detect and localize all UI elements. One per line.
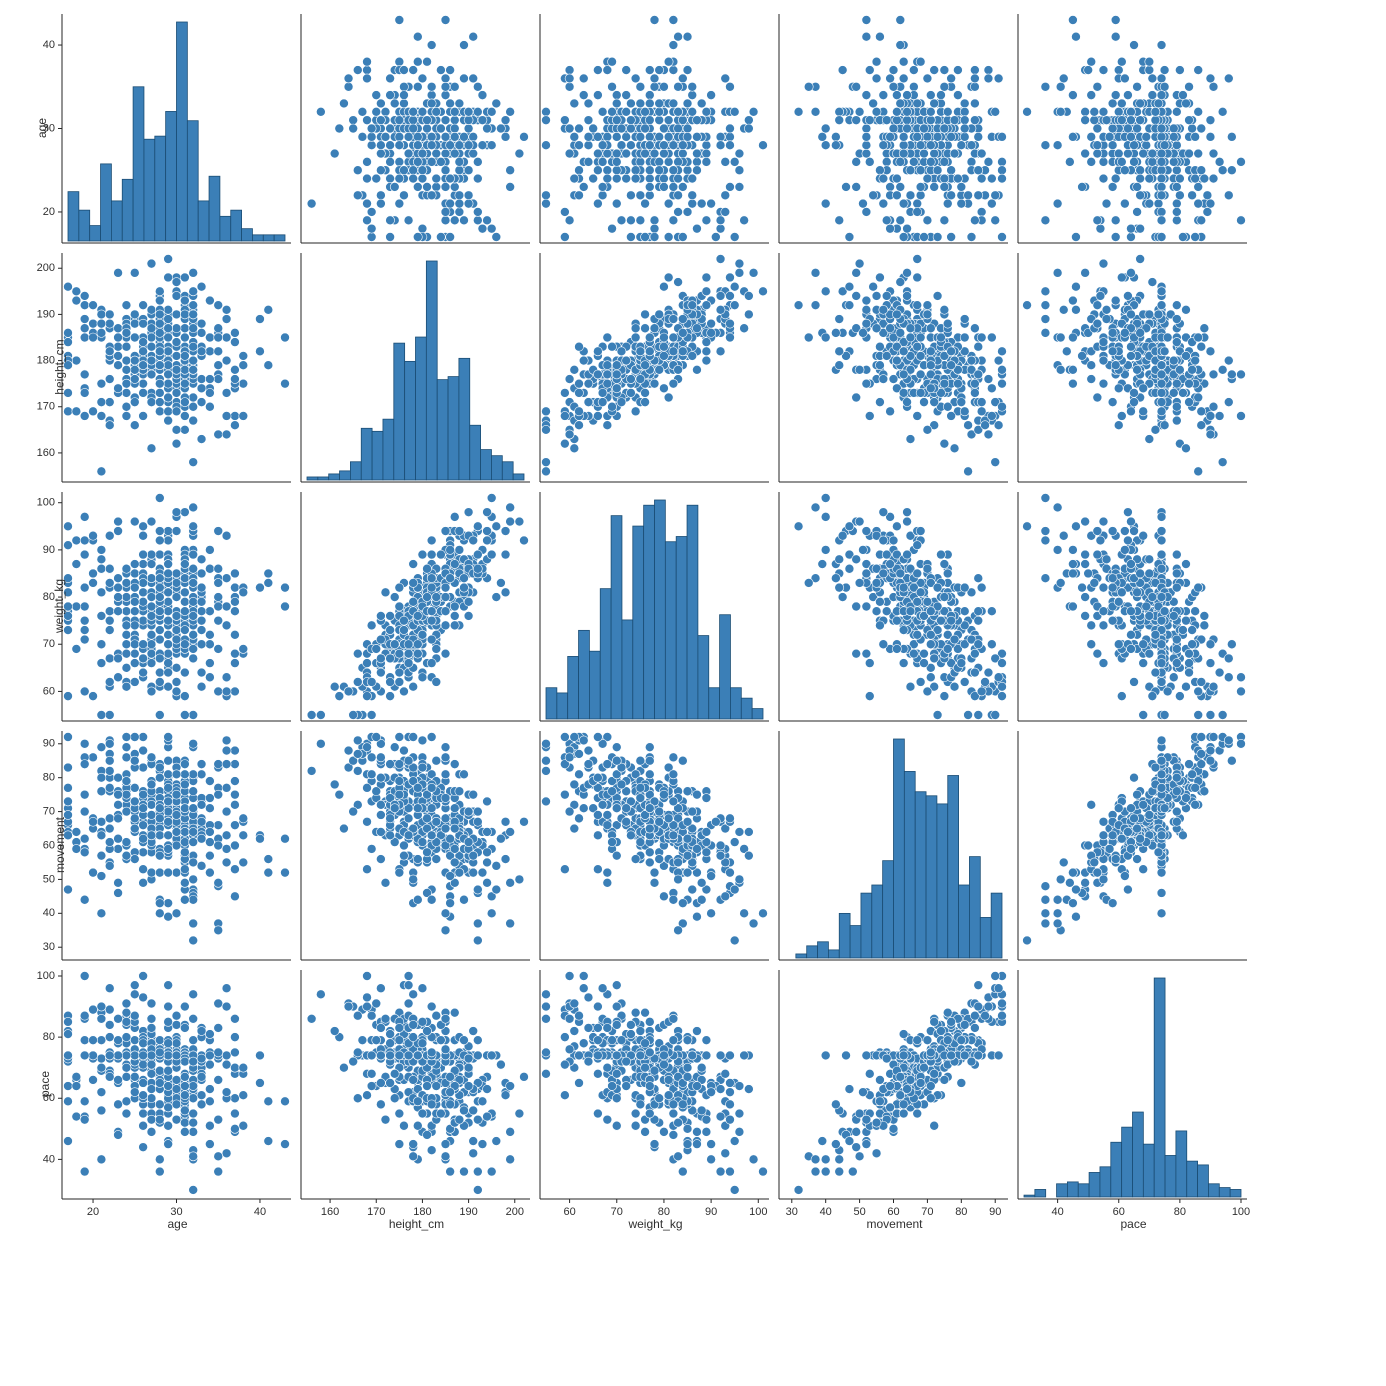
scatter-weight_kg-vs-movement xyxy=(538,727,773,962)
xlabel-pace: pace xyxy=(1016,1217,1251,1231)
scatter-pace-vs-movement xyxy=(1016,727,1251,962)
ylabel-height_cm: height_cm xyxy=(53,339,67,394)
scatter-weight_kg-vs-height_cm xyxy=(538,249,773,484)
scatter-height_cm-vs-movement xyxy=(299,727,534,962)
scatter-movement-vs-pace: 30405060708090movement xyxy=(777,966,1012,1201)
svg-text:100: 100 xyxy=(37,497,55,509)
svg-text:70: 70 xyxy=(43,638,55,650)
scatter-pace-vs-age xyxy=(1016,10,1251,245)
hist-age: 203040age xyxy=(60,10,295,245)
xlabel-age: age xyxy=(60,1217,295,1231)
ylabel-movement: movement xyxy=(53,816,67,872)
scatter-weight_kg-vs-pace: 60708090100weight_kg xyxy=(538,966,773,1201)
scatter-height_cm-vs-age xyxy=(299,10,534,245)
scatter-age-vs-weight_kg: 60708090100weight_kg xyxy=(60,488,295,723)
svg-text:190: 190 xyxy=(37,308,55,320)
svg-text:170: 170 xyxy=(37,401,55,413)
ylabel-pace: pace xyxy=(38,1070,52,1096)
scatter-movement-vs-weight_kg xyxy=(777,488,1012,723)
svg-text:40: 40 xyxy=(43,39,55,51)
scatter-movement-vs-age xyxy=(777,10,1012,245)
scatter-movement-vs-height_cm xyxy=(777,249,1012,484)
scatter-pace-vs-height_cm xyxy=(1016,249,1251,484)
svg-text:90: 90 xyxy=(43,544,55,556)
scatter-height_cm-vs-pace: 160170180190200height_cm xyxy=(299,966,534,1201)
pairplot: 203040age160170180190200height_cm6070809… xyxy=(10,10,1251,1241)
scatter-weight_kg-vs-age xyxy=(538,10,773,245)
scatter-height_cm-vs-weight_kg xyxy=(299,488,534,723)
svg-text:160: 160 xyxy=(37,447,55,459)
hist-movement xyxy=(777,727,1012,962)
pairplot-grid: 203040age160170180190200height_cm6070809… xyxy=(60,10,1251,1201)
hist-weight_kg xyxy=(538,488,773,723)
svg-text:60: 60 xyxy=(43,685,55,697)
scatter-age-vs-height_cm: 160170180190200height_cm xyxy=(60,249,295,484)
xlabel-weight_kg: weight_kg xyxy=(538,1217,773,1231)
ylabel-weight_kg: weight_kg xyxy=(52,578,66,632)
scatter-pace-vs-weight_kg xyxy=(1016,488,1251,723)
xlabel-movement: movement xyxy=(777,1217,1012,1231)
xlabel-height_cm: height_cm xyxy=(299,1217,534,1231)
scatter-age-vs-pace: 406080100203040paceage xyxy=(60,966,295,1201)
svg-text:20: 20 xyxy=(43,206,55,218)
scatter-age-vs-movement: 30405060708090movement xyxy=(60,727,295,962)
hist-pace: 406080100pace xyxy=(1016,966,1251,1201)
svg-text:200: 200 xyxy=(37,262,55,274)
ylabel-age: age xyxy=(35,117,49,137)
hist-height_cm xyxy=(299,249,534,484)
